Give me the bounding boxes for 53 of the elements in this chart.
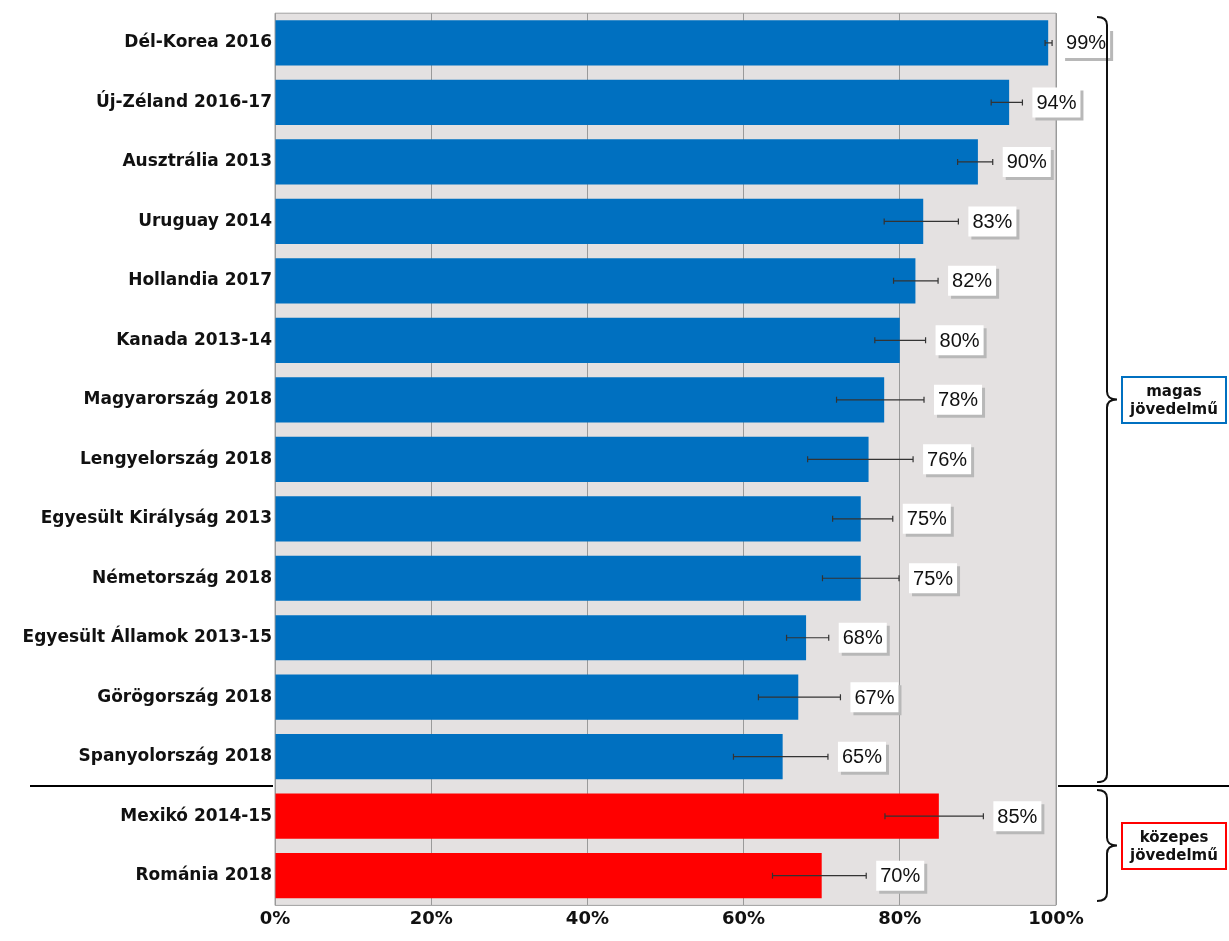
y-tick-label: Uruguay 2014 xyxy=(138,209,273,230)
x-tick-label: 0% xyxy=(259,906,291,928)
text: magas jövedelmű xyxy=(1121,375,1227,424)
data-label: 85% xyxy=(997,804,1038,827)
bar xyxy=(275,793,939,839)
bar xyxy=(275,198,924,244)
y-tick-label: Ausztrália 2013 xyxy=(122,150,272,171)
x-tick-label: 60% xyxy=(722,906,766,928)
y-tick-label: Kanada 2013-14 xyxy=(116,328,273,349)
data-label: 75% xyxy=(913,566,954,589)
y-tick-label: Románia 2018 xyxy=(135,864,272,885)
y-tick-label: Magyarország 2018 xyxy=(83,388,272,409)
data-label: 65% xyxy=(841,745,883,768)
data-label: 68% xyxy=(842,626,883,649)
y-tick-label: Új-Zéland 2016-17 xyxy=(95,89,272,111)
x-tick-label: 20% xyxy=(409,906,453,928)
bar xyxy=(275,734,783,780)
x-tick-label: 80% xyxy=(878,906,922,928)
data-label: 70% xyxy=(880,864,921,887)
y-tick-label: Dél-Korea 2016 xyxy=(124,31,272,52)
bar xyxy=(275,853,822,899)
data-label: 83% xyxy=(972,209,1013,232)
bar xyxy=(275,20,1049,66)
y-tick-label: Görögország 2018 xyxy=(97,685,272,706)
y-tick-label: Mexikó 2014-15 xyxy=(120,804,272,825)
x-tick-label: 100% xyxy=(1028,906,1084,928)
data-label: 99% xyxy=(1066,31,1107,54)
data-label: 67% xyxy=(854,685,895,708)
y-tick-label: Spanyolország 2018 xyxy=(78,745,272,766)
x-tick-label: 40% xyxy=(565,906,609,928)
data-label: 80% xyxy=(939,328,980,351)
data-label: 94% xyxy=(1036,90,1077,113)
data-label: 90% xyxy=(1006,150,1047,173)
bar xyxy=(275,317,900,363)
y-tick-label: Hollandia 2017 xyxy=(128,269,272,290)
y-tick-label: Egyesült Államok 2013-15 xyxy=(22,625,272,647)
bar xyxy=(275,79,1010,126)
bar xyxy=(275,139,978,185)
bar xyxy=(275,555,861,601)
bar xyxy=(275,496,861,542)
text: közepes jövedelmű xyxy=(1121,821,1227,870)
y-tick-label: Egyesült Királyság 2013 xyxy=(40,507,272,528)
data-label: 82% xyxy=(952,269,993,292)
y-tick-label: Németország 2018 xyxy=(91,566,272,587)
data-label: 76% xyxy=(927,447,968,470)
bar xyxy=(275,377,885,423)
bar xyxy=(275,674,799,720)
data-label: 75% xyxy=(906,507,948,530)
bar xyxy=(275,615,807,661)
bar xyxy=(275,436,869,482)
y-tick-label: Lengyelország 2018 xyxy=(79,447,272,468)
data-label: 78% xyxy=(938,388,979,411)
bar xyxy=(275,258,916,304)
